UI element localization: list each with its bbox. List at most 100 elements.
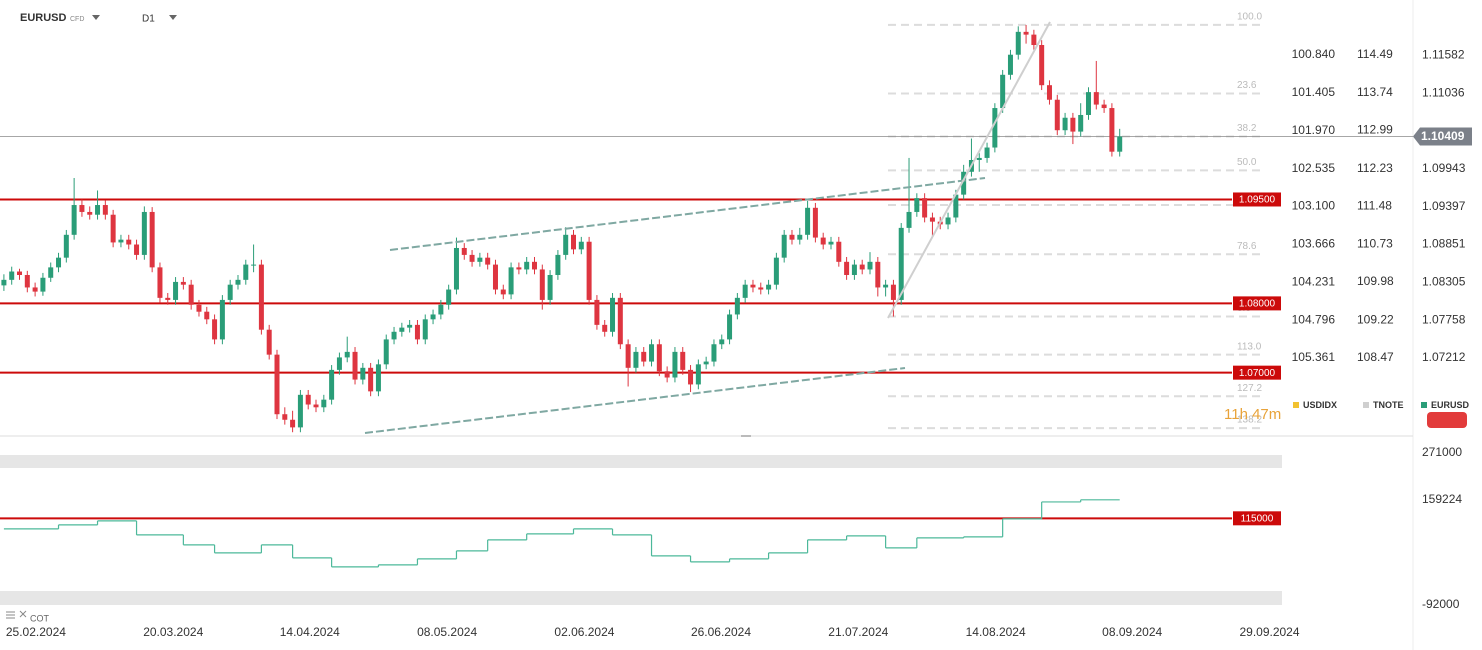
- cot-icons[interactable]: [6, 610, 27, 619]
- candle-body: [375, 364, 381, 392]
- scroll-handle[interactable]: [741, 435, 751, 437]
- candle-body: [914, 198, 920, 212]
- candle-body: [539, 269, 545, 300]
- candle-body: [1093, 92, 1099, 105]
- symbol-dropdown[interactable]: [92, 15, 100, 20]
- candle-body: [243, 264, 249, 280]
- candle-body: [399, 327, 405, 332]
- candle-body: [641, 351, 647, 362]
- x-tick-label: 29.09.2024: [1239, 625, 1299, 639]
- y-tick-label: 1.09943: [1422, 161, 1466, 175]
- usdidx-tick-label: 103.666: [1292, 237, 1336, 251]
- candle-body: [204, 311, 210, 320]
- candle-body: [48, 267, 54, 278]
- candle-body: [438, 304, 444, 315]
- candle-body: [672, 351, 678, 378]
- candle-body: [734, 297, 740, 315]
- candle-body: [906, 211, 912, 228]
- level-label: 1.07000: [1239, 368, 1276, 379]
- candle-body: [1101, 104, 1107, 109]
- x-tick-label: 08.05.2024: [417, 625, 477, 639]
- cot-band: [0, 591, 1282, 605]
- candle-body: [1007, 54, 1013, 75]
- candle-body: [680, 351, 686, 370]
- candle-body: [40, 277, 46, 292]
- alert-button[interactable]: [1427, 412, 1467, 428]
- candle-body: [492, 264, 498, 290]
- candle-body: [414, 324, 420, 340]
- candle-body: [1109, 108, 1115, 152]
- candle-body: [485, 257, 491, 265]
- candle-body: [594, 299, 600, 325]
- candle-body: [360, 367, 366, 380]
- legend-swatch[interactable]: [1363, 402, 1369, 408]
- fib-level-label: 138.2: [1237, 415, 1262, 426]
- candle-body: [430, 314, 436, 320]
- candle-body: [1015, 31, 1021, 55]
- usdidx-tick-label: 104.231: [1292, 274, 1336, 288]
- candle-body: [383, 339, 389, 365]
- candle-body: [1046, 85, 1052, 100]
- tnote-tick-label: 110.73: [1357, 236, 1393, 250]
- candle-body: [711, 344, 717, 362]
- candle-body: [282, 414, 288, 420]
- interval-dropdown[interactable]: [169, 15, 177, 20]
- tnote-tick-label: 109.98: [1357, 274, 1394, 288]
- candle-body: [500, 289, 506, 295]
- candle-body: [750, 284, 756, 288]
- usdidx-tick-label: 100.840: [1292, 47, 1336, 61]
- symbol[interactable]: EURUSD: [20, 12, 67, 24]
- candle-body: [929, 217, 935, 222]
- candle-body: [508, 267, 514, 295]
- tnote-tick-label: 113.74: [1357, 85, 1393, 99]
- candle-body: [235, 279, 241, 285]
- candle-body: [477, 257, 483, 262]
- candle-body: [602, 324, 608, 332]
- legend-label[interactable]: EURUSD: [1431, 400, 1470, 410]
- indicator-name: COT: [30, 613, 50, 623]
- candle-body: [812, 207, 818, 238]
- y-tick-label: 1.09397: [1422, 199, 1466, 213]
- legend-swatch[interactable]: [1421, 402, 1427, 408]
- legend-swatch[interactable]: [1293, 402, 1299, 408]
- x-tick-label: 02.06.2024: [554, 625, 614, 639]
- candle-body: [461, 247, 467, 255]
- candle-body: [844, 261, 850, 275]
- candle-body: [719, 339, 725, 345]
- candle-body: [469, 254, 475, 262]
- candle-body: [625, 344, 631, 368]
- candle-body: [836, 241, 842, 262]
- legend-label[interactable]: USDIDX: [1303, 400, 1337, 410]
- candle-body: [1023, 31, 1029, 35]
- y-tick-label: 271000: [1422, 445, 1462, 459]
- candle-body: [212, 319, 218, 340]
- candle-body: [1, 279, 7, 286]
- fib-level-label: 50.0: [1237, 157, 1257, 168]
- candle-body: [305, 394, 311, 405]
- candle-body: [883, 284, 889, 288]
- interval[interactable]: D1: [142, 14, 155, 25]
- x-tick-label: 08.09.2024: [1102, 625, 1162, 639]
- y-tick-label: 159224: [1422, 492, 1462, 506]
- fib-level-label: 23.6: [1237, 80, 1257, 91]
- candle-body: [32, 287, 38, 292]
- candle-body: [922, 198, 928, 218]
- usdidx-tick-label: 105.361: [1292, 350, 1336, 364]
- last-price-label: 1.10409: [1421, 129, 1465, 143]
- candle-body: [266, 329, 272, 355]
- usdidx-tick-label: 104.796: [1292, 312, 1336, 326]
- legend-label[interactable]: TNOTE: [1373, 400, 1404, 410]
- candle-body: [17, 271, 23, 275]
- candle-body: [313, 404, 319, 408]
- candle-body: [695, 364, 701, 385]
- candle-body: [875, 261, 881, 288]
- level-label: 1.09500: [1239, 195, 1276, 206]
- trend-line[interactable]: [389, 177, 986, 251]
- trend-line[interactable]: [887, 21, 1051, 319]
- candle-body: [227, 284, 233, 300]
- trend-line[interactable]: [364, 367, 906, 434]
- fib-level-label: 113.0: [1237, 341, 1262, 352]
- candle-body: [329, 369, 335, 400]
- candle-body: [766, 284, 772, 290]
- candle-body: [274, 354, 280, 415]
